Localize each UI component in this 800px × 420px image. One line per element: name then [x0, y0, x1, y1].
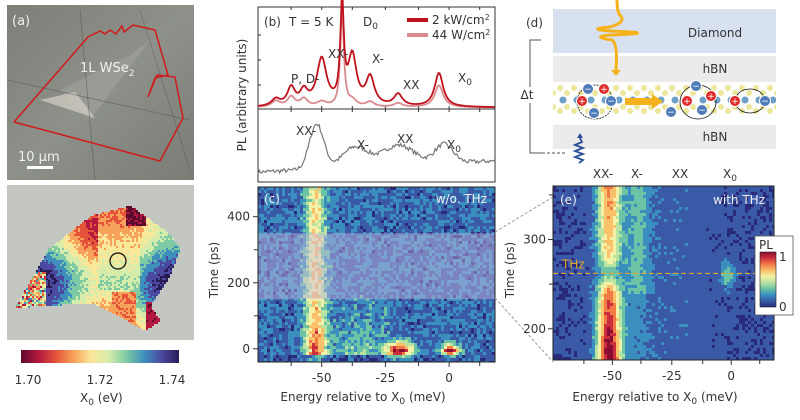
panel-c-xtick-label-1: -25 — [376, 371, 396, 385]
panel-e-ylabel: Time (ps) — [503, 242, 517, 299]
panel-c-xlabel: Energy relative to X0 (meV) — [280, 390, 445, 407]
panel-e-condition: with THz — [713, 193, 765, 207]
motion-arrow-body — [625, 98, 653, 105]
legend-swatch-2kW — [407, 18, 428, 22]
bottom-label-XX-minus: XX- — [296, 124, 316, 138]
panel-d-label: (d) — [526, 16, 543, 30]
colorbar-a-tick-1: 1.72 — [87, 373, 114, 387]
pl-colorbar-max: 1 — [779, 250, 787, 264]
panel-e-svg: XX- X- XX X0 THz (e) with THz -50 -25 0 200… — [500, 160, 800, 408]
panel-e-xlabel: Energy relative to X0 (meV) — [572, 390, 737, 407]
colorbar-a-tick-0: 1.70 — [15, 373, 42, 387]
panel-d: (d) Diamond hBN hBN − + + − − − + + − − — [500, 0, 800, 165]
panel-c-label: (c) — [264, 192, 280, 206]
hbn-bottom-label: hBN — [703, 130, 728, 144]
panel-b-ylabel: PL (arbitrary units) — [235, 39, 249, 152]
scalebar-label: 10 µm — [18, 150, 60, 165]
panel-a-svg: (a) 1L WSe2 10 µm 1.70 1.72 1.74 X0 (eV) — [0, 0, 200, 408]
panel-a-label: (a) — [12, 14, 30, 29]
panel-c-xtick-label-2: 0 — [445, 371, 453, 385]
panel-e-xtick-label-2: 0 — [727, 369, 735, 383]
peak-label-XX: XX — [403, 78, 419, 92]
panel-a: (a) 1L WSe2 10 µm 1.70 1.72 1.74 X0 (eV) — [0, 0, 200, 408]
panel-c-ytick-label-1: 200 — [227, 276, 250, 290]
panel-e-ytick-label-0: 200 — [523, 322, 546, 336]
panel-c-ytick-label-2: 400 — [227, 210, 250, 224]
delay-label: Δt — [521, 88, 534, 102]
panel-e-xtick-label-1: -25 — [662, 369, 682, 383]
pl-colorbar-title: PL — [759, 238, 773, 252]
panel-bc-svg: (b) T = 5 K 2 kW/cm2 44 W/cm2 P, D- XX- … — [200, 0, 500, 408]
hbn-top-layer — [553, 56, 776, 82]
hbn-bottom-layer — [553, 125, 776, 149]
thz-window-highlight — [258, 233, 495, 299]
panel-c-ylabel: Time (ps) — [207, 242, 221, 299]
legend-label-44W: 44 W/cm2 — [432, 28, 490, 42]
panel-c-xtick-label-0: -50 — [312, 371, 332, 385]
top-label-X0: X0 — [723, 167, 737, 184]
panel-e: XX- X- XX X0 THz (e) with THz -50 -25 0 200… — [500, 160, 800, 408]
top-label-X-minus: X- — [631, 167, 643, 181]
colorbar-a-label: X0 (eV) — [80, 391, 123, 408]
colorbar-a-tick-2: 1.74 — [159, 373, 186, 387]
panel-bc: (b) T = 5 K 2 kW/cm2 44 W/cm2 P, D- XX- … — [200, 0, 500, 408]
top-label-XX-minus: XX- — [593, 167, 613, 181]
peak-label-XX-minus: XX- — [328, 47, 348, 61]
diamond-layer — [553, 9, 776, 53]
hbn-top-label: hBN — [703, 62, 728, 76]
panel-c-condition: w/o. THz — [436, 192, 487, 206]
thz-label: THz — [561, 257, 585, 271]
peak-label-X-minus: X- — [372, 52, 384, 66]
bottom-label-X-minus: X- — [357, 138, 369, 152]
colorbar-a — [21, 350, 179, 363]
pl-colorbar — [760, 252, 776, 307]
panel-c-ytick-label-0: 0 — [242, 342, 250, 356]
legend-label-2kW: 2 kW/cm2 — [432, 13, 490, 27]
pl-colorbar-min: 0 — [779, 300, 787, 314]
peak-label-P-D: P, D- — [291, 72, 319, 86]
panel-e-xtick-label-0: -50 — [603, 369, 623, 383]
bottom-label-XX: XX — [397, 132, 413, 146]
panel-b-label: (b) — [264, 15, 281, 29]
panel-d-svg: (d) Diamond hBN hBN − + + − − − + + − − — [500, 0, 800, 165]
scalebar — [27, 166, 53, 169]
diamond-label: Diamond — [688, 26, 742, 40]
panel-e-ytick-label-1: 300 — [523, 233, 546, 247]
top-label-XX: XX — [672, 167, 688, 181]
legend-swatch-44W — [407, 33, 428, 37]
temperature-label: T = 5 K — [288, 15, 334, 29]
panel-e-label: (e) — [560, 193, 577, 207]
